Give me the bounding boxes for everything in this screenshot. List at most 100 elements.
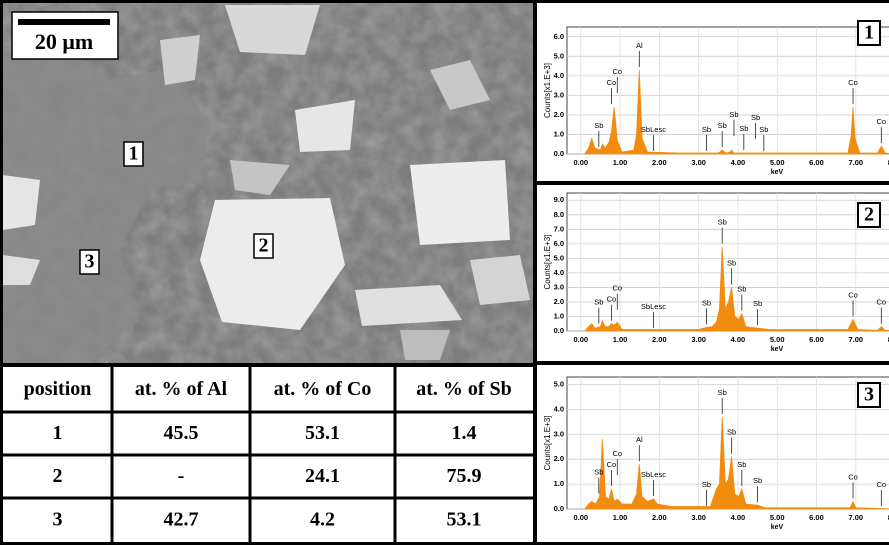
table-header: position <box>24 378 92 400</box>
peak-label: Co <box>877 117 887 126</box>
x-axis-label: keV <box>771 346 784 353</box>
table-cell: 1.4 <box>452 422 477 444</box>
x-tick-label: 4.00 <box>731 158 746 167</box>
peak-label: Co <box>848 290 858 299</box>
y-tick-label: 5.0 <box>554 253 564 262</box>
y-tick-label: 1.0 <box>554 129 564 138</box>
x-tick-label: 3.00 <box>691 158 706 167</box>
x-tick-label: 0.00 <box>573 513 588 522</box>
panel-number-box <box>857 202 881 228</box>
y-tick-label: 3.0 <box>554 282 564 291</box>
x-tick-label: 6.00 <box>809 513 824 522</box>
peak-label: Al <box>636 41 643 50</box>
scale-bar <box>18 19 110 25</box>
peak-label: Co <box>607 295 617 304</box>
peak-label: Sb <box>594 468 603 477</box>
x-tick-label: 7.00 <box>848 513 863 522</box>
y-tick-label: 2.0 <box>554 110 564 119</box>
x-tick-label: 2.00 <box>652 335 667 344</box>
y-axis-label: Counts[x1.E+3] <box>543 63 552 118</box>
x-tick-label: 8.00 <box>888 513 889 522</box>
x-tick-label: 7.00 <box>848 158 863 167</box>
peak-label: Sb <box>594 121 603 130</box>
peak-label: Co <box>612 284 622 293</box>
table-cell: 2 <box>53 465 63 487</box>
table-cell: 42.7 <box>164 509 199 531</box>
table-header: at. % of Co <box>274 378 372 400</box>
panel-number-box <box>857 20 881 46</box>
x-tick-label: 2.00 <box>652 158 667 167</box>
panel-number-box <box>857 382 881 408</box>
peak-label: Sb <box>718 218 727 227</box>
sem-image <box>3 3 533 363</box>
x-tick-label: 1.00 <box>613 335 628 344</box>
x-tick-label: 3.00 <box>691 335 706 344</box>
spectrum <box>583 416 889 510</box>
peak-label: Sb <box>594 298 603 307</box>
scale-bar-label: 20 μm <box>35 29 93 54</box>
y-tick-label: 2.0 <box>554 297 564 306</box>
peak-label: Sb <box>729 110 738 119</box>
table-header: at. % of Sb <box>416 378 512 400</box>
spectrum <box>583 69 889 155</box>
peak-label: SbLesc <box>641 470 666 479</box>
peak-label: Co <box>877 298 887 307</box>
table-cell: 53.1 <box>305 422 340 444</box>
peak-label: Co <box>848 78 858 87</box>
peak-label: Sb <box>702 480 711 489</box>
y-tick-label: 6.0 <box>554 239 564 248</box>
peak-label: Sb <box>702 125 711 134</box>
table-cell: 53.1 <box>447 509 482 531</box>
y-tick-label: 2.0 <box>554 454 564 463</box>
markers: 1 2 3 <box>79 141 274 275</box>
y-tick-label: 1.0 <box>554 479 564 488</box>
y-tick-label: 3.0 <box>554 90 564 99</box>
y-tick-label: 5.0 <box>554 51 564 60</box>
y-tick-label: 3.0 <box>554 429 564 438</box>
x-tick-label: 4.00 <box>731 513 746 522</box>
x-tick-label: 0.00 <box>573 335 588 344</box>
table-cell: 45.5 <box>164 422 199 444</box>
marker: 3 <box>85 251 95 273</box>
table-cell: 24.1 <box>305 465 340 487</box>
peak-label: Sb <box>702 298 711 307</box>
spectrum <box>583 246 889 332</box>
x-tick-label: 8.00 <box>888 158 889 167</box>
x-tick-label: 5.00 <box>770 513 785 522</box>
x-tick-label: 3.00 <box>691 513 706 522</box>
peak-label: Sb <box>737 285 746 294</box>
y-tick-label: 4.0 <box>554 404 564 413</box>
peak-label: Sb <box>753 476 762 485</box>
y-tick-label: 4.0 <box>554 71 564 80</box>
y-tick-label: 0.0 <box>554 504 564 513</box>
x-tick-label: 5.00 <box>770 158 785 167</box>
x-axis-label: keV <box>771 169 784 176</box>
y-tick-label: 9.0 <box>554 195 564 204</box>
peak-label: Sb <box>727 428 736 437</box>
x-tick-label: 1.00 <box>613 158 628 167</box>
x-tick-label: 7.00 <box>848 335 863 344</box>
spectra: 0.0 1.0 2.0 3.0 4.0 5.0 6.0 0.00 1.00 2.00 3.00 4.0… <box>537 3 889 542</box>
peak-label: SbLesc <box>641 302 666 311</box>
table-cell: 75.9 <box>447 465 482 487</box>
plot-area <box>566 26 889 155</box>
y-tick-label: 7.0 <box>554 224 564 233</box>
peak-label: Co <box>607 78 617 87</box>
marker: 2 <box>259 235 269 257</box>
x-tick-label: 1.00 <box>613 513 628 522</box>
table-cell: - <box>178 465 185 487</box>
panel-number: 1 <box>864 22 874 44</box>
x-tick-label: 6.00 <box>809 158 824 167</box>
x-tick-label: 6.00 <box>809 335 824 344</box>
y-tick-label: 4.0 <box>554 268 564 277</box>
y-axis-label: Counts[x1.E+3] <box>543 416 552 471</box>
peak-label: Co <box>848 473 858 482</box>
x-tick-label: 5.00 <box>770 335 785 344</box>
y-tick-label: 0.0 <box>554 326 564 335</box>
table-header: at. % of Al <box>135 378 228 400</box>
y-tick-label: 1.0 <box>554 311 564 320</box>
peak-label: Co <box>612 449 622 458</box>
peak-label: Sb <box>718 388 727 397</box>
x-axis-label: keV <box>771 524 784 531</box>
table-cell: 1 <box>53 422 63 444</box>
